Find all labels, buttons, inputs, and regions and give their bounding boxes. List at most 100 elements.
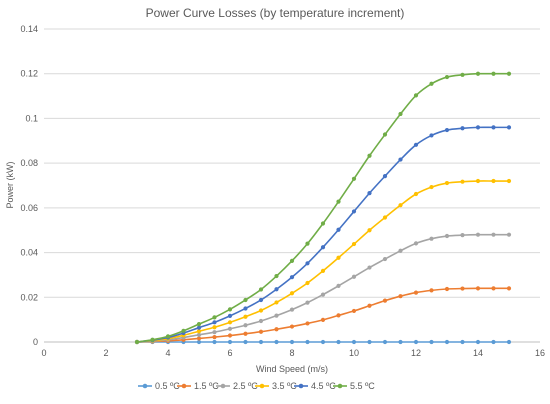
data-point [305, 241, 310, 246]
data-point [274, 313, 279, 318]
y-tick-label: 0.02 [20, 292, 38, 302]
data-point [351, 339, 357, 345]
data-point [429, 81, 434, 86]
data-point [243, 297, 248, 303]
data-point [289, 307, 295, 312]
x-tick-label: 14 [473, 348, 483, 358]
data-point [320, 221, 326, 226]
data-point [491, 232, 496, 237]
data-point [475, 125, 481, 130]
data-point [227, 333, 233, 338]
data-point [258, 287, 264, 292]
data-point [274, 339, 279, 345]
legend-label: 1.5 ºC [194, 381, 219, 391]
series-4 [134, 125, 512, 345]
data-point [460, 126, 465, 131]
data-point [351, 241, 357, 247]
data-point [351, 209, 357, 214]
data-point [289, 258, 295, 263]
x-tick-label: 6 [227, 348, 232, 358]
data-point [305, 339, 310, 345]
data-point [274, 327, 279, 332]
legend-label: 0.5 ºC [155, 381, 180, 391]
data-point [274, 287, 279, 292]
data-point [320, 317, 326, 322]
data-point [475, 178, 481, 184]
data-point [444, 180, 450, 186]
data-point [196, 322, 202, 327]
legend-label: 5.5 ºC [350, 381, 375, 391]
legend-swatch-marker [298, 383, 304, 389]
data-point [289, 275, 295, 280]
series-0 [134, 339, 512, 345]
data-point [305, 300, 310, 305]
data-point [506, 232, 512, 237]
data-point [227, 339, 233, 345]
data-point [243, 314, 248, 319]
y-tick-label: 0.14 [20, 24, 38, 34]
data-point [274, 273, 279, 279]
data-point [367, 339, 372, 345]
data-point [367, 153, 372, 158]
y-tick-label: 0 [33, 337, 38, 347]
data-point [196, 329, 202, 334]
legend-item: 3.5 ºC [255, 381, 297, 391]
legend-item: 0.5 ºC [138, 381, 180, 391]
data-point [413, 290, 419, 295]
data-point [460, 339, 465, 345]
data-point [320, 292, 326, 297]
x-tick-label: 0 [41, 348, 46, 358]
legend-item: 2.5 ºC [216, 381, 258, 391]
data-point [320, 245, 326, 250]
data-point [398, 339, 403, 345]
data-point [320, 268, 326, 274]
data-point [243, 331, 248, 336]
data-point [398, 203, 403, 208]
data-point [367, 265, 372, 270]
data-point [475, 232, 481, 237]
series-line [136, 126, 509, 343]
data-point [258, 297, 264, 303]
data-point [491, 71, 496, 76]
data-point [305, 321, 310, 326]
data-point [212, 320, 217, 325]
legend: 0.5 ºC 1.5 ºC 2.5 ºC 3.5 ºC 4.5 ºC 5.5 ºC [138, 381, 375, 391]
legend-label: 3.5 ºC [272, 381, 297, 391]
legend-item: 1.5 ºC [177, 381, 219, 391]
data-point [227, 320, 233, 325]
data-point [305, 280, 310, 286]
data-point [212, 339, 217, 345]
legend-label: 2.5 ºC [233, 381, 258, 391]
chart-title: Power Curve Losses (by temperature incre… [146, 6, 405, 20]
data-point [336, 227, 341, 232]
data-point [181, 328, 186, 333]
data-point [491, 178, 496, 184]
data-point [289, 324, 295, 329]
data-point [367, 191, 372, 196]
data-point [491, 286, 496, 291]
data-point [429, 236, 434, 241]
legend-swatch-marker [220, 383, 226, 389]
data-point [398, 111, 403, 117]
y-axis-label: Power (kW) [5, 161, 15, 208]
data-point [475, 339, 481, 345]
x-tick-label: 4 [165, 348, 170, 358]
data-point [475, 71, 481, 76]
gridlines [44, 28, 540, 343]
data-point [491, 125, 496, 130]
legend-swatch-marker [337, 383, 343, 389]
data-point [382, 298, 388, 303]
series-lines [134, 71, 512, 345]
data-point [460, 233, 465, 238]
data-point [367, 228, 372, 233]
data-point [506, 125, 512, 130]
data-point [444, 127, 450, 133]
y-tick-label: 0.1 [25, 113, 38, 123]
data-point [212, 325, 217, 330]
data-point [398, 157, 403, 162]
data-point [413, 93, 419, 98]
data-point [382, 339, 388, 345]
data-point [506, 286, 512, 291]
data-point [289, 291, 295, 296]
